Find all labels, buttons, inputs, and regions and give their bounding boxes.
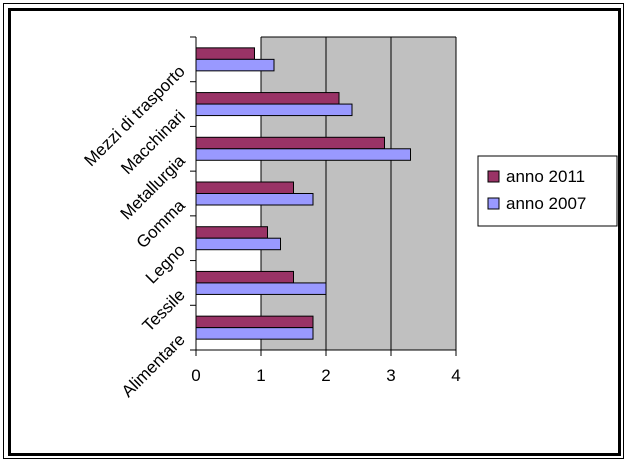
bar <box>195 193 314 206</box>
x-tick-label: 1 <box>256 366 265 385</box>
y-category-label: Alimentare <box>118 330 189 401</box>
bar <box>195 282 327 295</box>
x-tick-label: 0 <box>191 366 200 385</box>
x-tick-label: 4 <box>451 366 460 385</box>
bar <box>195 92 340 105</box>
bar <box>195 136 385 150</box>
legend-box <box>477 155 618 227</box>
y-category-label: Tessile <box>139 285 189 335</box>
x-tick-label: 3 <box>386 366 395 385</box>
legend-label: anno 2007 <box>506 194 586 213</box>
bar <box>195 47 255 60</box>
legend-swatch <box>487 170 500 183</box>
chart-outer-border <box>3 3 624 459</box>
bar <box>195 103 353 117</box>
bar <box>195 181 294 194</box>
bar <box>195 270 294 284</box>
bar <box>195 315 314 329</box>
legend-label: anno 2011 <box>506 167 585 186</box>
bar <box>195 327 314 340</box>
x-tick-label: 2 <box>321 366 330 385</box>
bar <box>195 237 281 251</box>
legend-swatch <box>487 197 500 210</box>
bar <box>195 148 411 161</box>
bar <box>195 226 268 239</box>
bar <box>195 58 275 72</box>
